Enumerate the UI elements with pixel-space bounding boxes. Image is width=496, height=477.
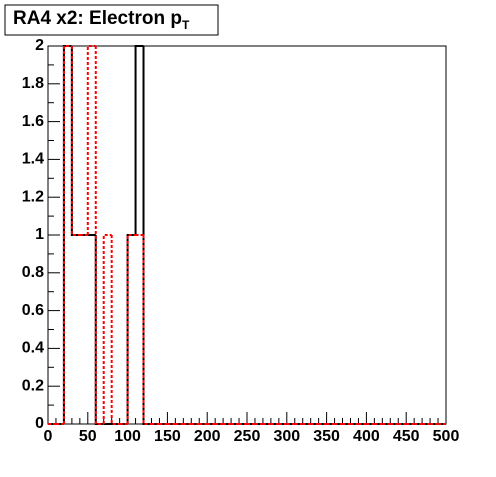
y-tick-label: 1.6 xyxy=(22,113,44,130)
y-tick-label: 0 xyxy=(35,415,44,432)
title-subscript: T xyxy=(182,18,190,32)
x-tick-label: 300 xyxy=(273,428,300,445)
x-tick-label: 350 xyxy=(313,428,340,445)
histogram-bin xyxy=(70,46,80,236)
histogram-bin xyxy=(142,235,152,425)
y-tick-label: 1.4 xyxy=(22,151,44,168)
y-tick-label: 2 xyxy=(35,37,44,54)
histogram-bin xyxy=(134,45,144,235)
x-tick-label: 50 xyxy=(79,428,97,445)
histogram-bin xyxy=(94,46,104,425)
title-text: RA4 x2: Electron p xyxy=(13,8,182,29)
x-tick-label: 100 xyxy=(114,428,141,445)
title-box xyxy=(4,4,219,36)
x-tick-label: 250 xyxy=(234,428,261,445)
x-tick-label: 0 xyxy=(44,428,53,445)
y-tick-label: 1.8 xyxy=(22,75,44,92)
x-tick-label: 500 xyxy=(433,428,460,445)
histogram-bin xyxy=(126,234,136,424)
y-tick-label: 1.2 xyxy=(22,188,44,205)
x-tick-label: 400 xyxy=(353,428,380,445)
histogram-bin xyxy=(62,45,72,424)
histogram-bin xyxy=(110,235,120,425)
y-tick-label: 1 xyxy=(35,226,44,243)
histogram-bin xyxy=(142,46,152,425)
y-tick-label: 0.8 xyxy=(22,264,44,281)
histogram-bin xyxy=(86,45,96,235)
y-tick-label: 0.6 xyxy=(22,302,44,319)
x-tick-label: 450 xyxy=(393,428,420,445)
histogram-bin xyxy=(102,234,112,424)
x-tick-label: 150 xyxy=(154,428,181,445)
y-tick-label: 0.4 xyxy=(22,340,44,357)
chart-title: RA4 x2: Electron pT xyxy=(13,8,190,32)
y-tick-label: 0.2 xyxy=(22,377,44,394)
x-tick-label: 200 xyxy=(194,428,221,445)
